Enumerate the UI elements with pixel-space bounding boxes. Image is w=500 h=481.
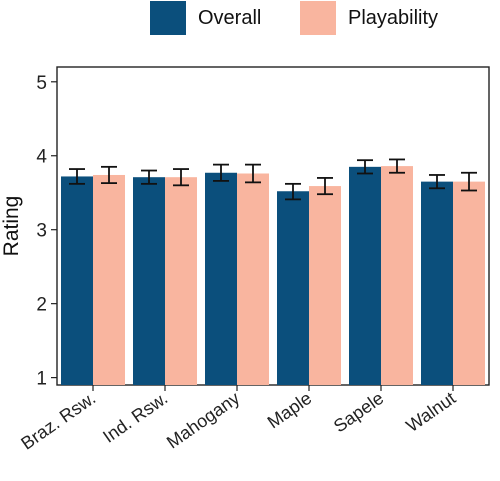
bar-playability-5 — [453, 181, 485, 385]
bar-playability-3 — [309, 186, 341, 385]
legend-label-playability: Playability — [348, 6, 439, 29]
chart-legend: Overall Playability — [0, 0, 500, 40]
bar-overall-5 — [421, 181, 453, 385]
y-tick-label: 2 — [36, 295, 47, 316]
x-tick-label: Braz. Rsw. — [17, 388, 99, 454]
x-tick-label: Sapele — [330, 388, 387, 437]
x-tick-label: Walnut — [402, 388, 459, 436]
plot-panel — [56, 66, 490, 386]
bar-overall-4 — [349, 166, 381, 385]
bar-overall-2 — [205, 172, 237, 385]
bar-overall-3 — [277, 191, 309, 385]
bar-overall-1 — [133, 177, 165, 385]
y-tick-label: 1 — [36, 369, 47, 390]
bar-playability-1 — [165, 177, 197, 385]
legend-swatch-overall — [150, 1, 186, 35]
bar-playability-0 — [93, 174, 125, 385]
bar-playability-2 — [237, 173, 269, 385]
legend-swatch-playability — [300, 1, 336, 35]
legend-item-playability: Playability — [300, 1, 438, 35]
x-tick-label: Mahogany — [163, 388, 243, 453]
legend-item-overall: Overall — [150, 1, 261, 35]
y-tick-label: 5 — [36, 73, 47, 94]
x-tick-label: Ind. Rsw. — [99, 388, 171, 447]
bar-overall-0 — [61, 176, 93, 385]
y-tick-label: 3 — [36, 221, 47, 242]
y-axis-label: Rating — [0, 196, 23, 257]
y-tick-label: 4 — [36, 147, 47, 168]
bar-playability-4 — [381, 166, 413, 385]
legend-label-overall: Overall — [198, 6, 262, 29]
x-tick-label: Maple — [264, 388, 316, 433]
